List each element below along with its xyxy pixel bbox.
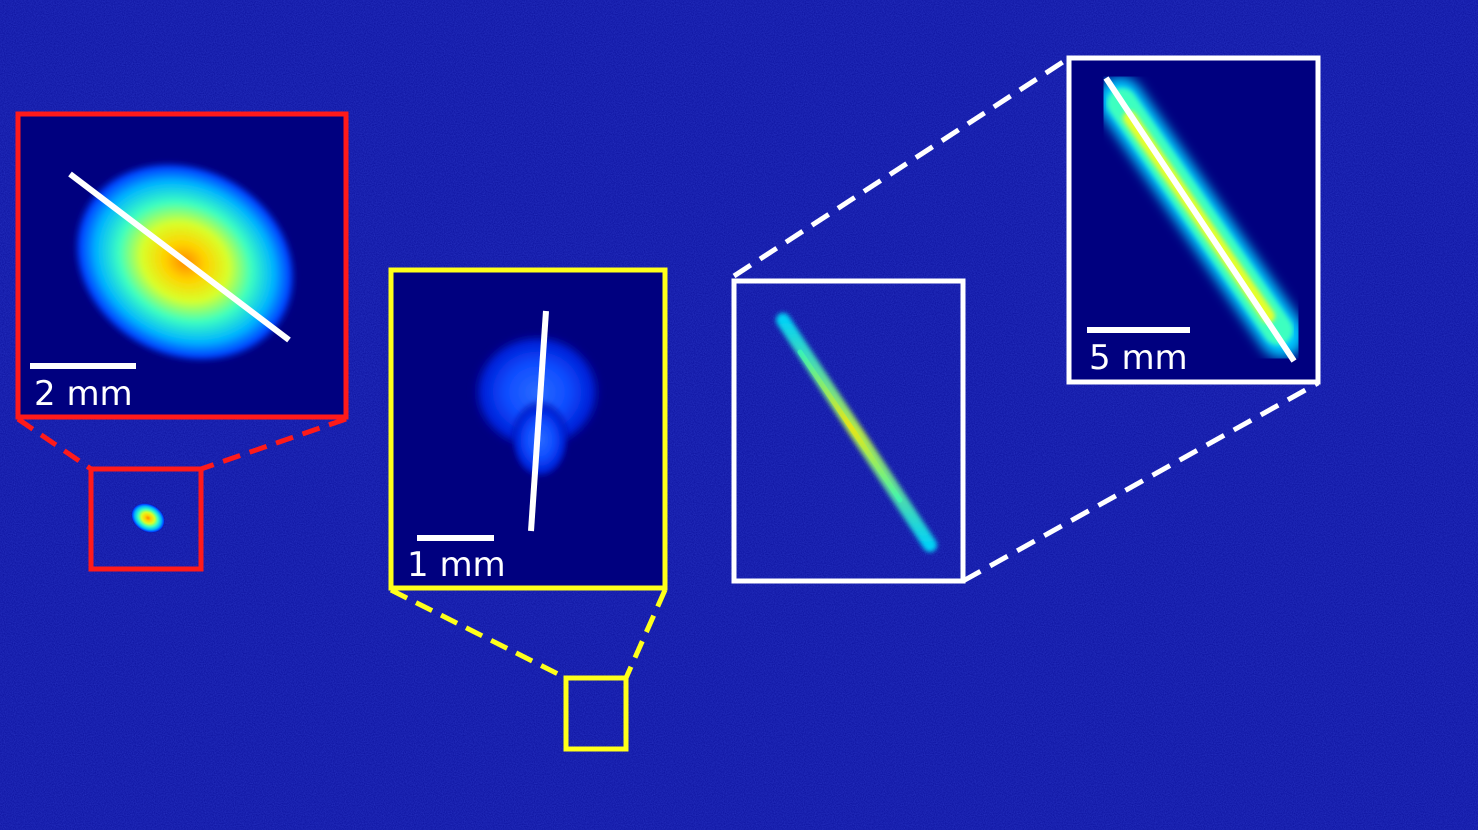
yellow-connector-right [623, 588, 668, 680]
white-source-box [731, 278, 966, 584]
white-zoom-group: 5 mm [731, 55, 1321, 584]
red-zoom-group: 2 mm [15, 111, 349, 572]
red-profile-line [68, 171, 291, 343]
yellow-zoom-frame [388, 267, 668, 591]
white-scale-bar-label: 5 mm [1089, 338, 1188, 378]
white-connector-bottom [961, 380, 1320, 584]
red-scale-bar-label: 2 mm [34, 374, 133, 414]
yellow-scale-bar-label: 1 mm [407, 545, 506, 585]
red-connector-right [200, 416, 347, 472]
white-source-streak [776, 313, 937, 552]
yellow-beam-spot [469, 330, 605, 454]
white-connector-top [732, 55, 1071, 279]
yellow-source-box [563, 675, 629, 752]
white-zoom-frame [1066, 55, 1321, 385]
red-source-spot [130, 502, 166, 534]
red-zoom-frame [15, 111, 349, 420]
red-source-box [88, 466, 204, 572]
yellow-zoom-group: 1 mm [388, 267, 668, 752]
red-connector-left [16, 416, 93, 472]
yellow-profile-line [528, 310, 549, 532]
white-profile-line [1103, 76, 1297, 363]
yellow-connector-left [389, 587, 568, 681]
